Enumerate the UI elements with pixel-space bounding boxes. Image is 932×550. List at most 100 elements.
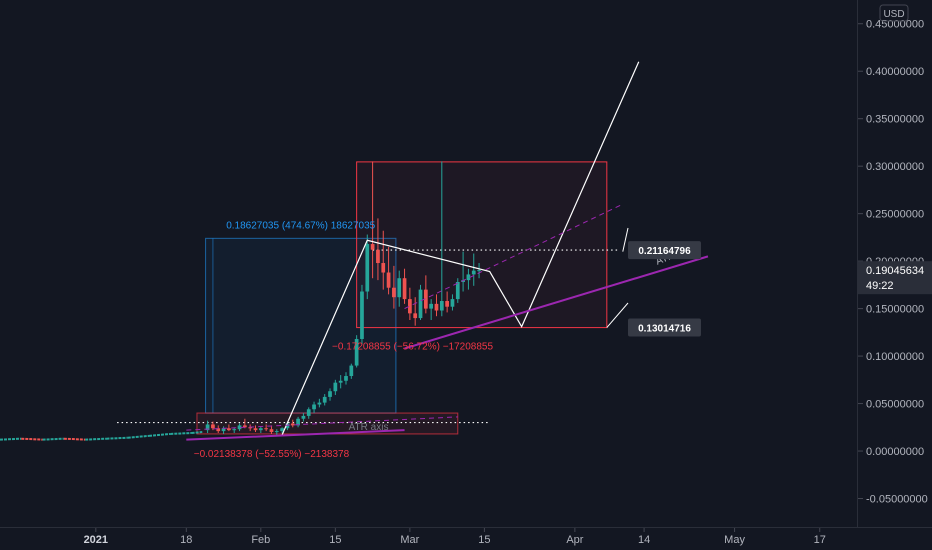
candle-body [418, 289, 423, 319]
currency-label: USD [883, 9, 904, 20]
candle[interactable] [253, 425, 258, 433]
price-tick-label: 0.35000000 [866, 114, 924, 126]
candle[interactable] [328, 388, 332, 401]
candle-body [439, 301, 444, 311]
candle-body [258, 428, 263, 431]
early-price-segment [170, 431, 192, 435]
candle-body [360, 291, 364, 339]
small-red-measure-box[interactable] [196, 412, 459, 435]
candle-body [322, 396, 327, 403]
price-tick-label: 0.30000000 [866, 161, 924, 173]
candle-body [280, 428, 284, 432]
candle[interactable] [370, 161, 375, 279]
candle-series[interactable] [205, 161, 481, 435]
time-tick-label: 15 [329, 534, 341, 546]
current-price-box [858, 261, 932, 295]
candle[interactable] [376, 218, 380, 281]
candle[interactable] [418, 284, 423, 320]
level-tag[interactable]: 0.13014716 [628, 318, 701, 337]
tag-connector [606, 302, 629, 328]
candle-body [397, 278, 402, 298]
candle[interactable] [397, 270, 402, 307]
candle[interactable] [280, 427, 284, 433]
candle[interactable] [242, 418, 247, 429]
price-tick-label: -0.05000000 [866, 494, 928, 506]
candle[interactable] [408, 287, 412, 320]
candle-body [402, 278, 407, 300]
candle[interactable] [455, 278, 460, 303]
atr-channel-line-lower[interactable] [186, 416, 458, 431]
candle[interactable] [306, 407, 311, 419]
projection-path[interactable] [281, 61, 640, 436]
candle[interactable] [322, 394, 327, 406]
atr-trend-line[interactable] [404, 255, 709, 350]
candle[interactable] [221, 426, 226, 434]
candle[interactable] [439, 161, 444, 317]
candle[interactable] [360, 284, 364, 345]
candle[interactable] [216, 425, 221, 433]
candle[interactable] [402, 268, 407, 304]
candle[interactable] [338, 375, 343, 389]
candle[interactable] [392, 265, 396, 309]
time-axis[interactable]: 2021 18 Feb 15 Mar 15 Apr 14 May 17 [84, 528, 826, 546]
price-tick-label: 0.05000000 [866, 399, 924, 411]
candle-body [216, 428, 221, 432]
candle[interactable] [274, 429, 279, 435]
price-axis[interactable]: 0.45000000 0.40000000 0.35000000 0.30000000… [858, 19, 928, 506]
candle[interactable] [349, 363, 354, 379]
candle[interactable] [423, 275, 428, 314]
currency-badge[interactable]: USD [879, 4, 909, 22]
candle[interactable] [317, 398, 322, 408]
candle[interactable] [301, 413, 306, 422]
candle[interactable] [312, 401, 316, 414]
candle-body [211, 424, 215, 429]
level-tag-box [628, 241, 701, 260]
candle[interactable] [450, 294, 455, 311]
candle-body [365, 244, 370, 292]
candle[interactable] [264, 424, 269, 432]
candle[interactable] [296, 416, 300, 428]
candle[interactable] [269, 425, 274, 434]
candle[interactable] [434, 294, 439, 317]
time-tick-label: Mar [400, 534, 419, 546]
candle[interactable] [290, 419, 295, 428]
candle-countdown: 49:22 [866, 280, 894, 292]
candle[interactable] [344, 372, 348, 385]
candle-body [264, 428, 269, 430]
candle[interactable] [237, 423, 242, 432]
candle[interactable] [386, 246, 391, 295]
candle[interactable] [333, 379, 338, 396]
time-tick-label: Apr [566, 534, 583, 546]
candle[interactable] [205, 420, 210, 433]
candle[interactable] [354, 335, 359, 368]
candle[interactable] [258, 426, 263, 433]
candle-body [232, 429, 237, 431]
candle[interactable] [381, 230, 386, 290]
blue-measure-box[interactable] [205, 237, 397, 414]
candle[interactable] [429, 299, 434, 320]
candle[interactable] [471, 253, 476, 286]
candle-body [349, 365, 354, 377]
candle-body [413, 313, 418, 319]
candle[interactable] [211, 421, 215, 431]
candle-body [354, 338, 359, 366]
blue-measure-label: 0.18627035 (474.67%) 18627035 [226, 220, 375, 231]
candle-body [338, 380, 343, 383]
time-tick-label: 17 [814, 534, 826, 546]
early-price-segment [127, 434, 150, 439]
candle[interactable] [445, 291, 449, 313]
atr-trend-line-lower[interactable] [186, 429, 405, 441]
candle[interactable] [413, 297, 418, 326]
early-price-segment [191, 431, 203, 434]
candle[interactable] [477, 263, 481, 279]
level-tag[interactable]: 0.21164796 [628, 241, 701, 260]
candle[interactable] [466, 268, 471, 290]
red-measure-label: −0.17208855 (−56.72%) −17208855 [332, 342, 493, 353]
candle-body [221, 428, 226, 432]
candle[interactable] [227, 424, 231, 432]
level-tag-label: 0.21164796 [638, 246, 691, 257]
atr-channel-line[interactable] [404, 203, 624, 310]
candle[interactable] [365, 234, 370, 300]
candle[interactable] [248, 424, 253, 432]
